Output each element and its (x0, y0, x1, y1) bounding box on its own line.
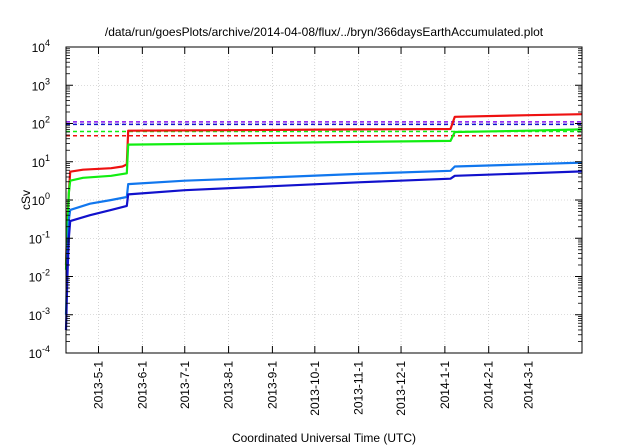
y-tick-label: 103 (32, 76, 50, 93)
x-tick-label: 2013-12-1 (394, 361, 408, 416)
series-line (64, 113, 583, 266)
y-axis-label: cSv (19, 190, 33, 210)
grid (66, 46, 582, 354)
x-tick-label: 2013-10-1 (308, 361, 322, 416)
x-tick-label: 2013-8-1 (222, 361, 236, 409)
x-tick-label: 2013-7-1 (178, 361, 192, 409)
x-tick-label: 2014-2-1 (482, 361, 496, 409)
x-tick-label: 2013-6-1 (135, 361, 149, 409)
series-line (64, 170, 583, 331)
series-line (64, 161, 583, 315)
y-tick-label: 101 (32, 153, 50, 170)
y-tick-label: 10-2 (29, 268, 50, 285)
x-tick-label: 2014-1-1 (438, 361, 452, 409)
y-tick-label: 10-1 (29, 229, 50, 246)
y-ticks: 10-4 10-3 10-2 10-1 100 101 102 103 104 (29, 38, 582, 361)
y-tick-label: 10-4 (29, 344, 50, 361)
x-tick-label: 2013-5-1 (92, 361, 106, 409)
x-tick-label: 2013-9-1 (265, 361, 279, 409)
y-tick-label: 102 (32, 115, 50, 132)
series-line (64, 128, 583, 270)
x-ticks: 2013-5-1 2013-6-1 2013-7-1 2013-8-1 2013-9-1… (92, 47, 535, 416)
x-tick-label: 2014-3-1 (521, 361, 535, 409)
x-axis-label: Coordinated Universal Time (UTC) (232, 431, 416, 445)
x-tick-label: 2013-11-1 (352, 361, 366, 415)
y-tick-label: 100 (32, 191, 50, 208)
chart-title: /data/run/goesPlots/archive/2014-04-08/f… (105, 25, 544, 39)
y-tick-label: 10-3 (29, 306, 50, 323)
y-tick-label: 104 (32, 38, 50, 55)
series-group (64, 113, 583, 331)
